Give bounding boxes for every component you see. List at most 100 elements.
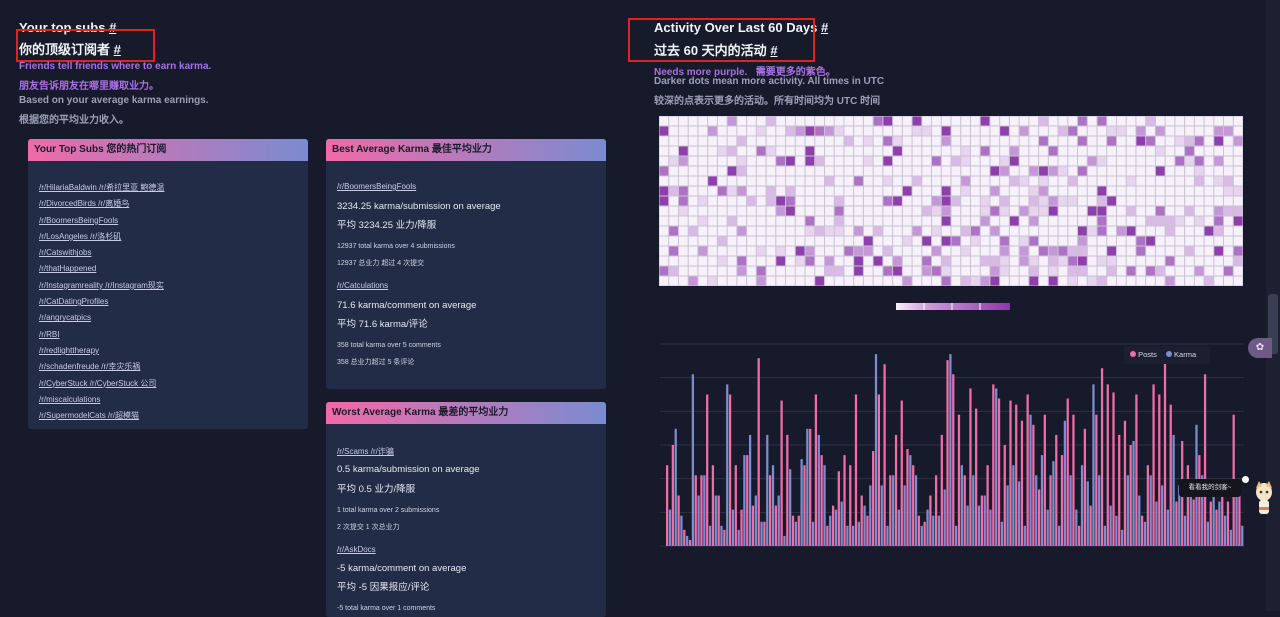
posts-bar[interactable] [1106,384,1109,546]
subreddit-link[interactable]: /r/Instagramreality /r/Instagram现实 [39,280,164,290]
karma-bar[interactable] [1052,461,1055,546]
karma-bar[interactable] [892,475,895,546]
posts-bar[interactable] [1066,398,1069,546]
karma-bar[interactable] [1103,525,1107,546]
best-sub-link-2[interactable]: /r/Catculations [337,281,389,290]
karma-bar[interactable] [932,515,935,546]
karma-bar[interactable] [1149,475,1152,546]
posts-bar[interactable] [1169,404,1172,546]
posts-bar[interactable] [1163,360,1167,546]
subreddit-link[interactable]: /r/RBI [39,329,60,339]
posts-bar[interactable] [786,434,789,546]
karma-bar[interactable] [1132,440,1135,546]
karma-bar[interactable] [1155,501,1158,546]
karma-bar[interactable] [1035,475,1038,546]
posts-bar[interactable] [957,414,961,546]
subreddit-link[interactable]: /r/DivorcedBirds /r/离婚鸟 [39,199,130,209]
posts-bar[interactable] [1072,414,1075,546]
posts-bar[interactable] [751,505,755,546]
karma-bar[interactable] [914,475,918,546]
karma-bar[interactable] [1029,414,1032,546]
posts-bar[interactable] [1158,394,1161,547]
karma-bar[interactable] [1017,481,1021,546]
posts-bar[interactable] [1060,455,1064,546]
posts-bar[interactable] [1135,394,1138,547]
subreddit-link[interactable]: /r/thatHappened [39,264,97,274]
karma-bar[interactable] [1235,495,1238,547]
karma-bar[interactable] [714,495,717,547]
karma-bar[interactable] [1092,384,1095,546]
karma-bar[interactable] [874,354,878,546]
karma-bar[interactable] [886,525,889,546]
posts-bar[interactable] [1140,515,1144,546]
karma-bar[interactable] [1229,529,1232,546]
posts-bar[interactable] [1026,394,1029,547]
activity-anchor-link[interactable]: # [820,20,829,35]
posts-bar[interactable] [1003,445,1006,546]
karma-bar[interactable] [1183,515,1187,546]
karma-bar[interactable] [1138,495,1141,547]
karma-bar[interactable] [691,374,695,546]
karma-bar[interactable] [943,489,946,546]
karma-bar[interactable] [783,535,786,546]
karma-bar[interactable] [806,428,809,546]
top-subs-anchor-link-cn[interactable]: # [113,42,121,57]
karma-bar[interactable] [829,515,832,546]
posts-bar[interactable] [1043,414,1046,546]
posts-bar[interactable] [809,428,812,546]
karma-bar[interactable] [1218,501,1221,546]
posts-bar[interactable] [1015,404,1018,546]
subreddit-link[interactable]: /r/SupermodelCats /r/超模猫 [39,411,140,421]
karma-bar[interactable] [1040,455,1044,546]
posts-bar[interactable] [711,465,715,546]
posts-bar[interactable] [791,515,795,546]
karma-bar[interactable] [731,509,735,546]
tooltip-close-dot[interactable] [1242,476,1249,483]
posts-bar[interactable] [894,434,898,546]
karma-bar[interactable] [697,495,700,547]
posts-bar[interactable] [934,475,938,546]
posts-bar[interactable] [1175,501,1178,546]
posts-bar[interactable] [1186,465,1190,546]
posts-bar[interactable] [946,360,949,546]
posts-bar[interactable] [883,364,886,546]
posts-bar[interactable] [900,400,903,546]
posts-bar[interactable] [952,374,955,546]
karma-bar[interactable] [1080,465,1084,546]
karma-bar[interactable] [937,515,941,546]
karma-bar[interactable] [846,525,849,546]
posts-bar[interactable] [820,455,823,546]
posts-bar[interactable] [734,465,737,546]
karma-bar[interactable] [1115,515,1118,546]
posts-bar[interactable] [1123,420,1127,546]
posts-bar[interactable] [1129,445,1132,546]
karma-bar[interactable] [708,525,712,546]
posts-bar[interactable] [683,529,686,546]
karma-bar[interactable] [686,535,689,546]
posts-bar[interactable] [872,451,875,546]
karma-bar[interactable] [1012,465,1015,546]
posts-bar[interactable] [717,495,720,547]
top-subs-anchor-link[interactable]: # [109,20,117,35]
karma-bar[interactable] [1212,489,1215,546]
posts-bar[interactable] [780,400,783,546]
posts-bar[interactable] [1146,465,1149,546]
posts-bar[interactable] [814,394,818,547]
karma-bar[interactable] [983,495,986,547]
karma-bar[interactable] [817,434,820,546]
karma-bar[interactable] [766,434,769,546]
posts-bar[interactable] [986,465,989,546]
karma-bar[interactable] [1161,485,1164,546]
karma-bar[interactable] [1086,481,1089,546]
karma-bar[interactable] [1223,515,1227,546]
karma-bar[interactable] [1046,509,1049,546]
karma-bar[interactable] [977,505,981,546]
worst-sub-link-1[interactable]: /r/Scams /r/诈骗 [337,447,394,456]
posts-bar[interactable] [1203,374,1207,546]
karma-bar[interactable] [989,509,992,546]
posts-bar[interactable] [889,475,892,546]
posts-bar[interactable] [860,495,863,547]
posts-bar[interactable] [677,495,680,547]
posts-bar[interactable] [1055,434,1058,546]
activity-anchor-link-cn[interactable]: # [770,43,778,58]
